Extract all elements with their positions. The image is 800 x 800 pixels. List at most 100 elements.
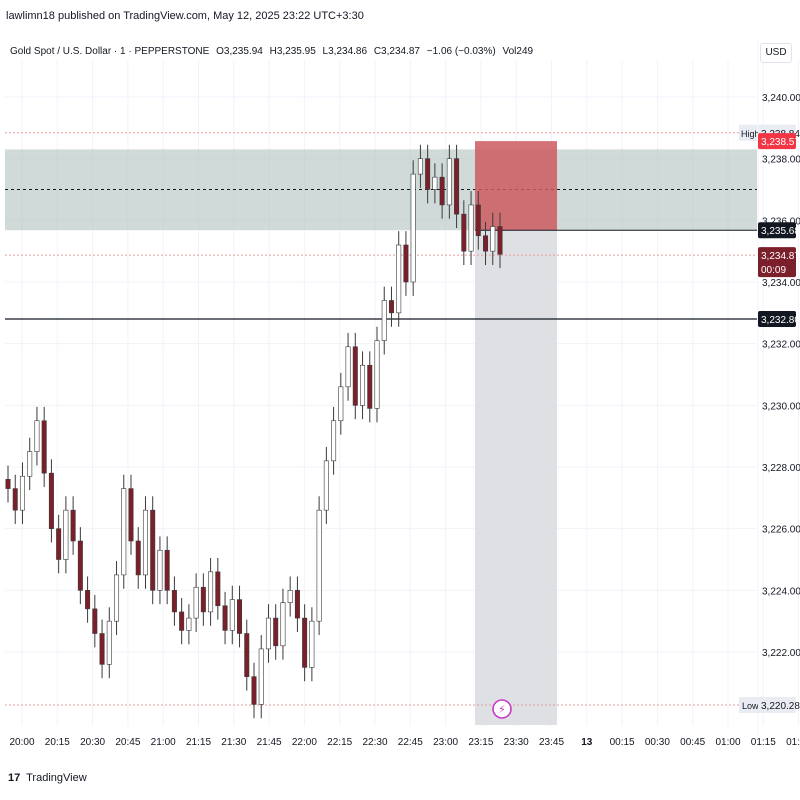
x-tick-label: 22:30 (362, 737, 387, 748)
x-tick-label: 23:00 (433, 737, 458, 748)
x-tick-label: 20:15 (45, 737, 70, 748)
ohlc-low: L3,234.86 (322, 46, 368, 57)
y-tick-label: 3,232.00 (762, 340, 800, 351)
x-tick-label: 00:15 (610, 737, 635, 748)
y-tick-label: 3,236.00 (762, 216, 800, 227)
ohlc-close: C3,234.87 (373, 46, 420, 57)
horizontal-line-badge-bg (758, 311, 796, 327)
high-tag-bg (739, 124, 757, 141)
lightning-glyph: ⚡ (498, 703, 506, 716)
target-projection-zone (475, 230, 557, 726)
tradingview-logo[interactable]: 17 TradingView (8, 772, 87, 784)
candle (331, 420, 337, 462)
current-price-badge-bg (758, 247, 796, 278)
candle (439, 176, 445, 206)
candle (121, 488, 127, 576)
x-tick-label: 21:15 (186, 737, 211, 748)
candle (237, 599, 243, 634)
y-tick-label: 3,224.00 (762, 586, 800, 597)
symbol-legend: Gold Spot / U.S. Dollar · 1 · PEPPERSTON… (10, 46, 537, 57)
candle (142, 509, 148, 576)
current-price-badge: 3,234.87 (761, 251, 800, 262)
x-tick-label: 21:45 (257, 737, 282, 748)
candle (316, 509, 322, 622)
candle (461, 213, 467, 252)
candle (70, 509, 76, 542)
tradingview-logo-text: TradingView (26, 772, 87, 784)
candle (114, 574, 120, 622)
candle (432, 176, 438, 190)
candle (483, 235, 489, 252)
candle (360, 364, 366, 406)
candle (309, 620, 315, 668)
candle (171, 590, 177, 613)
candle (396, 244, 402, 314)
x-tick-label: 22:45 (398, 737, 423, 748)
high-tag: High (741, 129, 760, 139)
candle (215, 571, 221, 607)
candle (294, 590, 300, 619)
candle (345, 346, 351, 388)
alert-lightning-icon (492, 699, 512, 719)
candle (417, 158, 423, 175)
x-tick-label: 01:00 (715, 737, 740, 748)
x-tick-label: 01:15 (751, 737, 776, 748)
candle (251, 676, 257, 705)
candle (338, 386, 344, 422)
x-tick-label: 21:30 (221, 737, 246, 748)
candle (41, 420, 47, 474)
stop-loss-zone (475, 141, 557, 231)
candle (157, 549, 163, 591)
candle (273, 617, 279, 647)
session-low-badge-bg (758, 697, 796, 714)
candle (135, 540, 141, 576)
x-tick-label: 20:00 (9, 737, 34, 748)
ohlc-high: H3,235.95 (269, 46, 316, 57)
candle (468, 204, 474, 252)
publish-info: lawlimn18 published on TradingView.com, … (6, 10, 364, 22)
horizontal-line-badge: 3,232.80 (761, 315, 800, 326)
x-tick-label: 00:45 (680, 737, 705, 748)
x-tick-label: 20:30 (80, 737, 105, 748)
candle (410, 173, 416, 283)
entry-level-badge-bg (758, 222, 796, 239)
currency-selector[interactable]: USD (760, 43, 792, 63)
candle (265, 617, 271, 650)
x-tick-label: 23:45 (539, 737, 564, 748)
candle (48, 472, 54, 529)
stop-level-badge-bg (758, 133, 796, 150)
candle (497, 226, 503, 255)
candle (208, 571, 214, 613)
ohlc-open: O3,235.94 (216, 46, 263, 57)
y-tick-label: 3,238.00 (762, 155, 800, 166)
candle (280, 602, 286, 647)
tradingview-logo-icon: 17 (8, 772, 21, 784)
candle (222, 605, 228, 631)
candle (302, 617, 308, 668)
candle (92, 608, 98, 634)
current-price-badge-countdown: 00:09 (761, 265, 786, 276)
candle (403, 244, 409, 283)
symbol-name[interactable]: Gold Spot / U.S. Dollar · 1 · PEPPERSTON… (10, 46, 210, 57)
candle (128, 488, 134, 542)
candle (106, 620, 112, 665)
candle (193, 586, 199, 619)
candle (19, 475, 25, 511)
candle (425, 158, 431, 190)
candle (244, 633, 250, 677)
candle (200, 586, 206, 613)
ohlc-change: −1.06 (−0.03%) (426, 46, 496, 57)
candle (34, 420, 40, 452)
x-tick-label: 20:45 (115, 737, 140, 748)
candle (27, 451, 33, 477)
candle (446, 158, 452, 206)
candle (12, 488, 18, 511)
candle (99, 633, 105, 665)
y-tick-label: 3,230.00 (762, 401, 800, 412)
x-tick-label: 22:15 (327, 737, 352, 748)
stop-level-badge: 3,238.57 (761, 137, 800, 148)
y-tick-label: 3,234.00 (762, 278, 800, 289)
y-tick-label: 3,222.00 (762, 648, 800, 659)
low-tag-bg (739, 697, 759, 714)
